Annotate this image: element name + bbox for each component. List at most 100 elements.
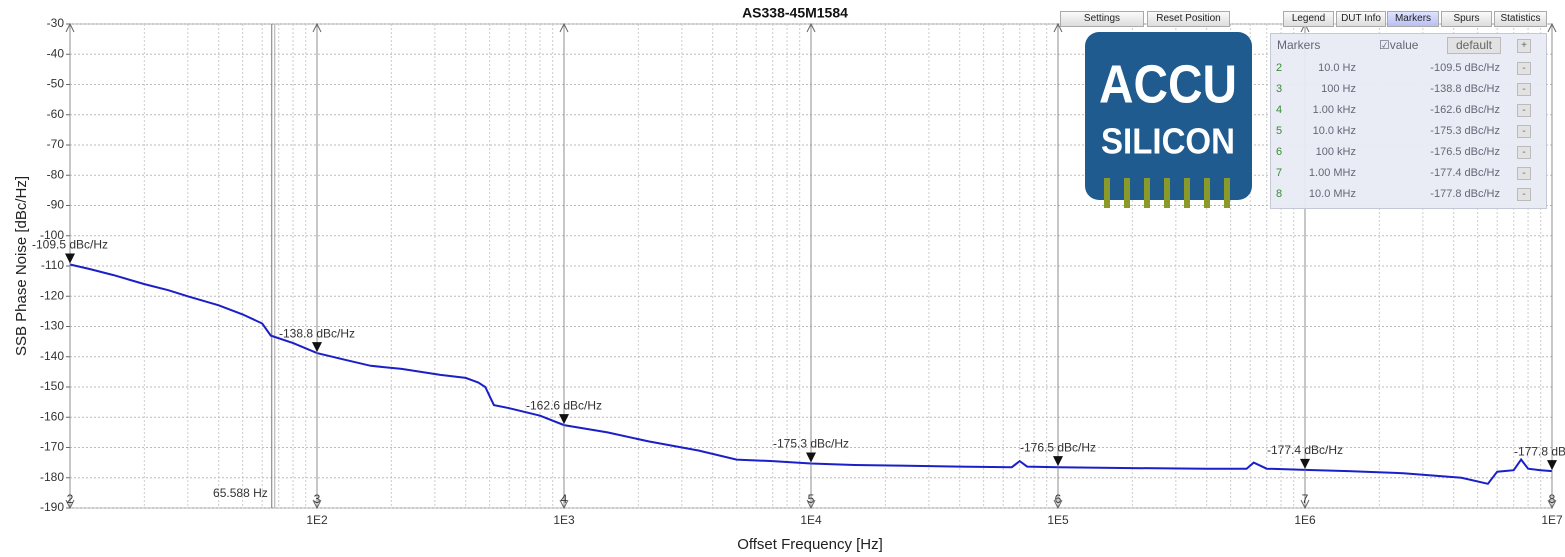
y-tick-label: -180 xyxy=(40,470,64,484)
remove-button[interactable]: - xyxy=(1517,83,1531,96)
marker-label: -175.3 dBc/Hz xyxy=(773,437,849,451)
marker-row: 5 10.0 kHz -175.3 dBc/Hz - xyxy=(1271,121,1546,141)
marker-arrow xyxy=(559,22,569,33)
marker-label: -109.5 dBc/Hz xyxy=(32,238,108,252)
marker-arrow xyxy=(65,22,75,33)
marker-row-id: 3 xyxy=(1276,83,1283,95)
toolbar-button[interactable]: Legend xyxy=(1283,11,1334,27)
y-tick-label: -190 xyxy=(40,500,64,514)
marker-arrow xyxy=(806,499,816,510)
marker-row-freq: 1.00 MHz xyxy=(1308,167,1356,179)
marker-arrow xyxy=(312,22,322,33)
value-toggle[interactable]: ☑value xyxy=(1379,38,1419,52)
logo-pin xyxy=(1124,178,1130,208)
toolbar-button[interactable]: DUT Info xyxy=(1336,11,1386,27)
y-tick-label: -50 xyxy=(47,77,65,91)
logo-pin xyxy=(1204,178,1210,208)
marker-row-value: -177.4 dBc/Hz xyxy=(1430,167,1500,179)
x-tick-label: 1E7 xyxy=(1541,513,1563,527)
toolbar-button[interactable]: Statistics xyxy=(1494,11,1547,27)
y-tick-label: -100 xyxy=(40,228,64,242)
marker-row-value: -162.6 dBc/Hz xyxy=(1430,104,1500,116)
value-toggle-label: value xyxy=(1389,38,1419,52)
marker-row-freq: 10.0 Hz xyxy=(1318,62,1356,74)
x-tick-label: 1E3 xyxy=(553,513,575,527)
marker-row-value: -175.3 dBc/Hz xyxy=(1430,125,1500,137)
marker xyxy=(1053,456,1063,467)
marker-id: 6 xyxy=(1055,492,1062,506)
marker-row-id: 8 xyxy=(1276,188,1283,200)
panel-title: Markers xyxy=(1277,38,1321,52)
marker-row-freq: 100 kHz xyxy=(1315,146,1356,158)
marker-row: 3 100 Hz -138.8 dBc/Hz - xyxy=(1271,79,1546,99)
marker-label: -177.8 dBc/Hz xyxy=(1514,444,1565,458)
marker-label: -176.5 dBc/Hz xyxy=(1020,440,1096,454)
logo-pin xyxy=(1144,178,1150,208)
marker-arrow xyxy=(1053,499,1063,510)
marker xyxy=(1300,458,1310,469)
logo-pin xyxy=(1224,178,1230,208)
cursor-label: 65.588 Hz xyxy=(213,486,268,500)
marker-row: 4 1.00 kHz -162.6 dBc/Hz - xyxy=(1271,100,1546,120)
marker xyxy=(312,342,322,353)
marker-id: 4 xyxy=(561,492,568,506)
y-tick-label: -120 xyxy=(40,288,64,302)
toolbar-button[interactable]: Spurs xyxy=(1441,11,1492,27)
toolbar-button[interactable]: Settings xyxy=(1060,11,1144,27)
marker-row-id: 2 xyxy=(1276,62,1283,74)
marker-arrow xyxy=(65,499,75,510)
remove-button[interactable]: - xyxy=(1517,188,1531,201)
marker-label: -138.8 dBc/Hz xyxy=(279,326,355,340)
marker-row: 8 10.0 MHz -177.8 dBc/Hz - xyxy=(1271,184,1546,204)
x-axis-label: Offset Frequency [Hz] xyxy=(737,536,883,553)
remove-button[interactable]: - xyxy=(1517,62,1531,75)
y-tick-label: -140 xyxy=(40,349,64,363)
marker-row-value: -177.8 dBc/Hz xyxy=(1430,188,1500,200)
logo-pin xyxy=(1104,178,1110,208)
y-tick-label: -60 xyxy=(47,107,65,121)
marker xyxy=(806,452,816,463)
marker xyxy=(559,414,569,425)
default-button[interactable]: default xyxy=(1447,37,1501,54)
marker-label: -177.4 dBc/Hz xyxy=(1267,443,1343,457)
marker-row-value: -138.8 dBc/Hz xyxy=(1430,83,1500,95)
marker-id: 3 xyxy=(314,492,321,506)
x-tick-label: 1E2 xyxy=(306,513,328,527)
marker-arrow xyxy=(312,499,322,510)
y-axis-label: SSB Phase Noise [dBc/Hz] xyxy=(13,176,30,356)
marker xyxy=(65,253,75,264)
marker-row: 6 100 kHz -176.5 dBc/Hz - xyxy=(1271,142,1546,162)
marker-arrow xyxy=(1300,499,1310,510)
x-tick-label: 1E4 xyxy=(800,513,822,527)
y-tick-label: -170 xyxy=(40,440,64,454)
marker-row-freq: 1.00 kHz xyxy=(1312,104,1356,116)
marker-row-freq: 10.0 MHz xyxy=(1308,188,1356,200)
remove-button[interactable]: - xyxy=(1517,146,1531,159)
marker-id: 5 xyxy=(808,492,815,506)
add-button[interactable]: + xyxy=(1517,39,1531,53)
trace xyxy=(69,263,1553,485)
marker-row-id: 5 xyxy=(1276,125,1283,137)
marker-label: -162.6 dBc/Hz xyxy=(526,398,602,412)
remove-button[interactable]: - xyxy=(1517,125,1531,138)
marker-row: 2 10.0 Hz -109.5 dBc/Hz - xyxy=(1271,58,1546,78)
remove-button[interactable]: - xyxy=(1517,104,1531,117)
toolbar-button[interactable]: Markers xyxy=(1387,11,1439,27)
y-tick-label: -130 xyxy=(40,319,64,333)
y-tick-label: -160 xyxy=(40,409,64,423)
x-tick-label: 1E6 xyxy=(1294,513,1316,527)
marker-id: 2 xyxy=(67,492,74,506)
y-tick-label: -70 xyxy=(47,137,65,151)
marker-row-id: 4 xyxy=(1276,104,1283,116)
marker-arrow xyxy=(1547,22,1557,33)
remove-button[interactable]: - xyxy=(1517,167,1531,180)
marker-row-id: 7 xyxy=(1276,167,1283,179)
toolbar-button[interactable]: Reset Position xyxy=(1147,11,1230,27)
logo: ACCU SILICON xyxy=(1085,32,1252,208)
marker-row: 7 1.00 MHz -177.4 dBc/Hz - xyxy=(1271,163,1546,183)
marker-arrow xyxy=(559,499,569,510)
marker-row-value: -109.5 dBc/Hz xyxy=(1430,62,1500,74)
marker xyxy=(1547,460,1557,471)
logo-pin xyxy=(1164,178,1170,208)
marker-row-freq: 100 Hz xyxy=(1321,83,1356,95)
